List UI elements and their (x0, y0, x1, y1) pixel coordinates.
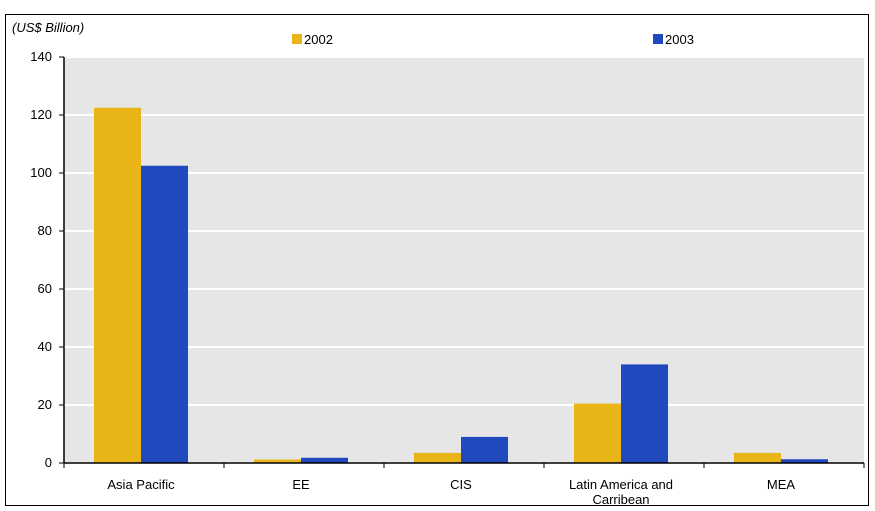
y-tick-label: 140 (30, 49, 52, 64)
plot-area (64, 57, 864, 463)
y-tick-label: 100 (30, 165, 52, 180)
y-tick-label: 80 (38, 223, 52, 238)
y-tick-label: 20 (38, 397, 52, 412)
y-tick-label: 120 (30, 107, 52, 122)
bars (94, 107, 828, 463)
bar-2003-3 (621, 364, 668, 463)
x-tick-label: MEA (767, 477, 796, 492)
x-tick-labels: Asia Pacific EE CIS Latin America and Carrib… (107, 477, 796, 507)
bar-2002-2 (414, 452, 461, 463)
bar-2003-4 (781, 459, 828, 463)
bar-2002-4 (734, 452, 781, 463)
legend-label-2003: 2003 (665, 32, 694, 47)
legend-swatch-2003 (653, 34, 663, 44)
x-tick-label: Asia Pacific (107, 477, 175, 492)
x-tick-label: EE (292, 477, 310, 492)
axes (59, 56, 865, 468)
y-tick-label: 40 (38, 339, 52, 354)
unit-label: (US$ Billion) (12, 20, 84, 35)
bar-2002-1 (254, 459, 301, 463)
y-tick-label: 0 (45, 455, 52, 470)
x-tick-label: Latin America and Carribean (569, 477, 673, 506)
y-tick-labels: 0 20 40 60 80 100 120 140 (30, 49, 52, 470)
bar-2003-1 (301, 457, 348, 463)
legend: 2002 2003 (292, 32, 694, 47)
bar-2003-2 (461, 436, 508, 463)
bar-2002-0 (94, 107, 141, 463)
bar-2003-0 (141, 165, 188, 463)
legend-swatch-2002 (292, 34, 302, 44)
legend-label-2002: 2002 (304, 32, 333, 47)
grid-lines (64, 56, 864, 406)
y-tick-label: 60 (38, 281, 52, 296)
x-tick-label: CIS (450, 477, 472, 492)
bar-2002-3 (574, 403, 621, 463)
